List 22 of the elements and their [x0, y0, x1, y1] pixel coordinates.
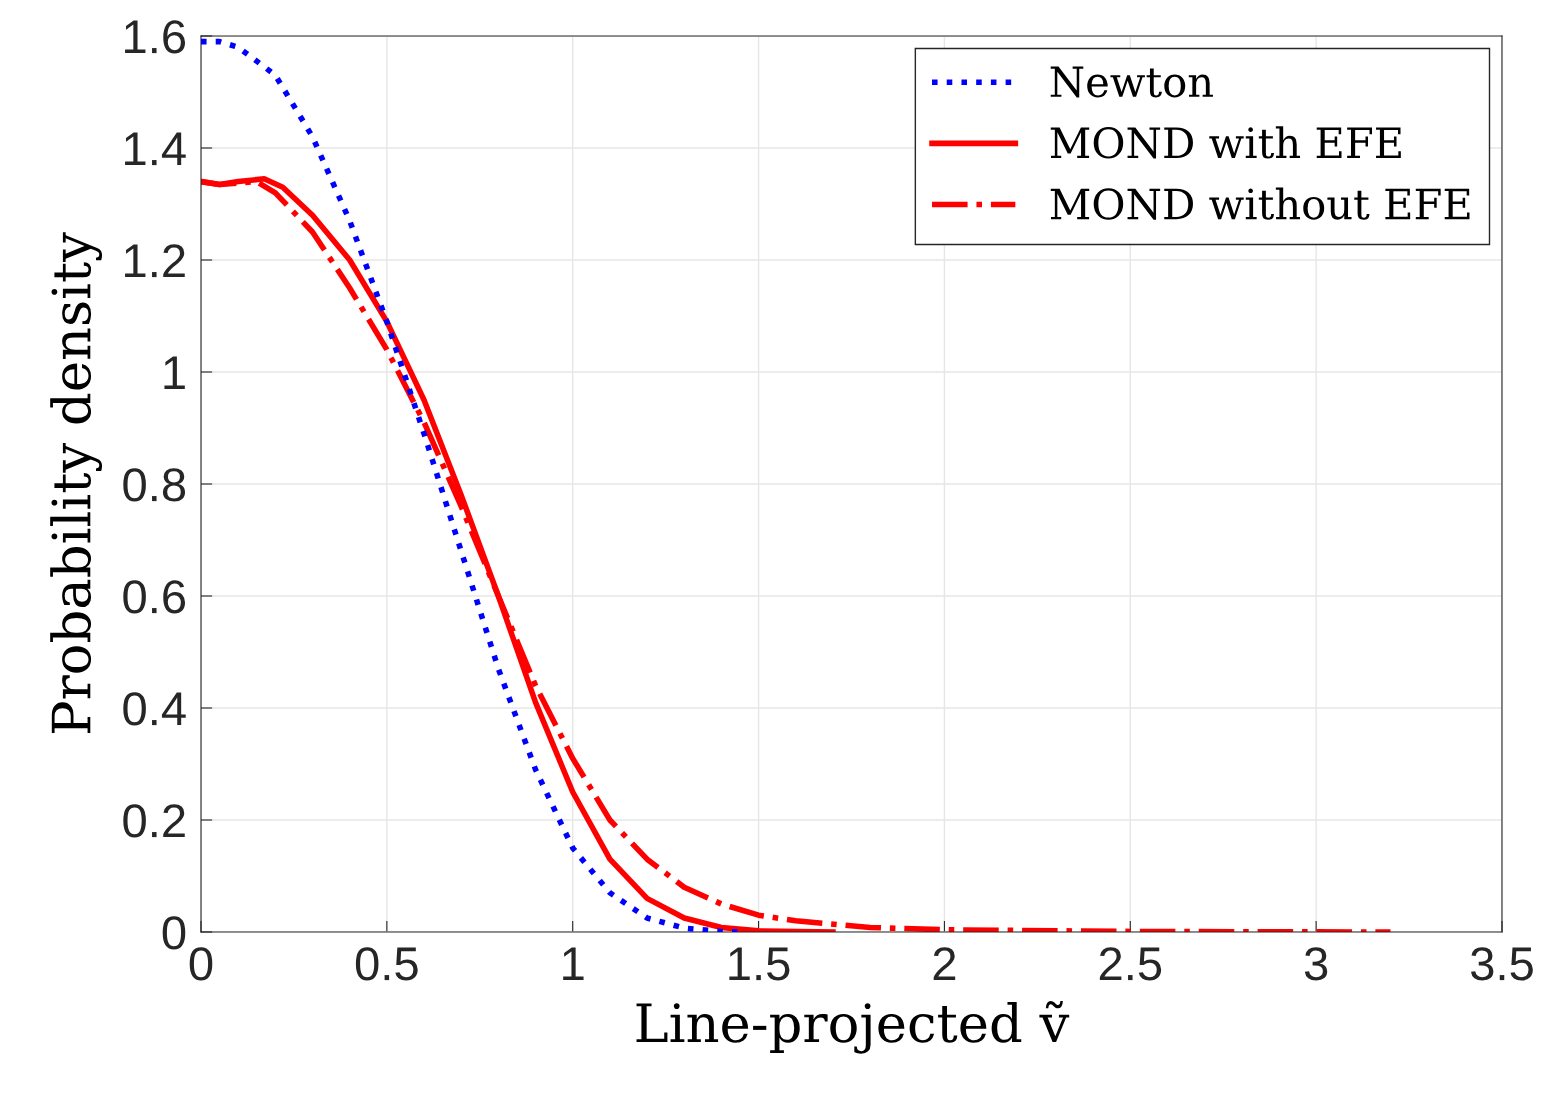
legend-label: MOND without EFE — [1050, 187, 1470, 220]
x-tick-label: 1.5 — [729, 947, 790, 981]
y-axis-title: Probability density — [50, 232, 103, 734]
y-tick-label: 0.4 — [123, 692, 186, 726]
y-tick-label: 0.2 — [123, 804, 185, 838]
y-tick-label: 0.8 — [123, 468, 186, 502]
x-tick-label: 3 — [1304, 947, 1328, 981]
y-tick-label: 0.6 — [123, 580, 186, 614]
y-tick-label: 1.4 — [125, 132, 186, 166]
x-tick-label: 2.5 — [1099, 947, 1162, 981]
x-tick-label: 1 — [563, 947, 584, 981]
y-tick-label: 0 — [162, 916, 186, 950]
x-axis-title: Line-projected ṽ — [636, 1001, 1070, 1054]
x-tick-label: 0.5 — [355, 947, 418, 981]
legend-label: Newton — [1050, 66, 1213, 98]
legend-label: MOND with EFE — [1050, 126, 1401, 159]
y-tick-label: 1 — [164, 356, 185, 390]
x-tick-label: 0 — [189, 947, 213, 981]
x-tick-label: 2 — [933, 947, 956, 981]
y-tick-label: 1.6 — [125, 20, 186, 54]
y-tick-label: 1.2 — [125, 244, 185, 278]
x-tick-label: 3.5 — [1470, 947, 1533, 981]
